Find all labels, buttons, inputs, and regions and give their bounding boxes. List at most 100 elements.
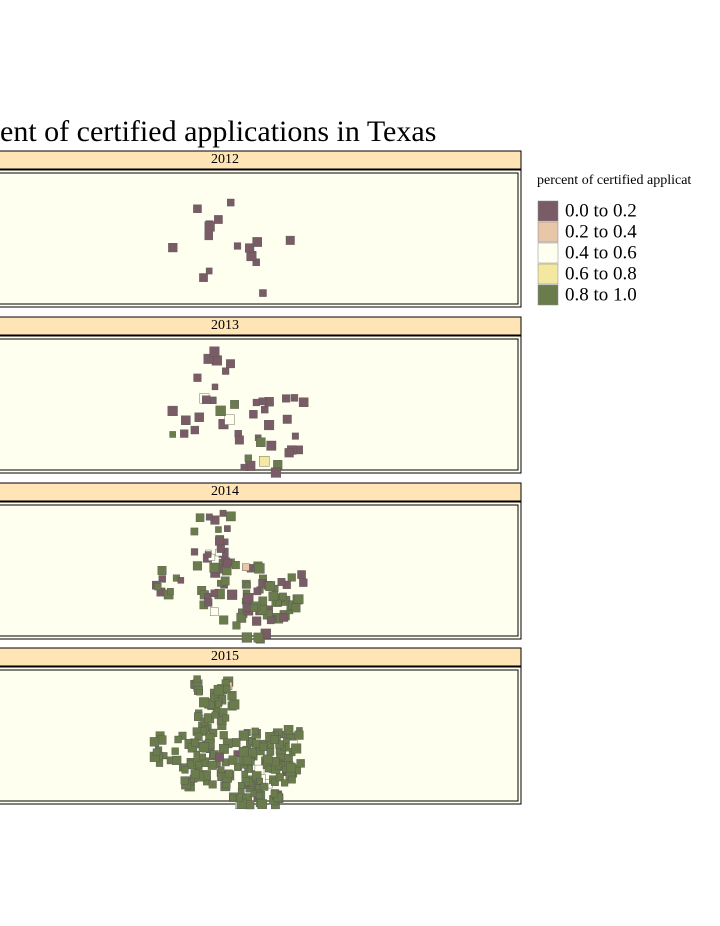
county: [259, 742, 268, 752]
county: [222, 367, 230, 375]
county: [190, 527, 199, 536]
legend-swatch: [537, 242, 559, 264]
county: [194, 412, 204, 422]
county: [257, 799, 267, 809]
county: [241, 777, 250, 786]
county: [229, 794, 237, 802]
county: [211, 383, 219, 391]
county: [204, 231, 213, 241]
county: [254, 563, 265, 574]
county: [249, 410, 258, 419]
county: [214, 752, 224, 762]
county: [252, 398, 261, 407]
county: [199, 753, 207, 761]
county: [282, 414, 292, 424]
county: [291, 603, 301, 613]
title: ent of certified applications in Texas: [0, 115, 436, 148]
county: [195, 761, 203, 769]
county: [215, 405, 226, 416]
county: [238, 747, 249, 757]
county: [180, 429, 189, 438]
county: [226, 198, 235, 207]
county: [190, 425, 199, 435]
legend-swatch: [537, 263, 559, 285]
county: [233, 763, 241, 771]
county: [196, 689, 203, 696]
county: [221, 565, 232, 576]
county: [251, 727, 259, 736]
panel-label: 2013: [211, 318, 239, 333]
county: [285, 235, 295, 245]
county: [198, 742, 209, 753]
county: [219, 731, 228, 740]
county: [199, 273, 208, 282]
county: [232, 621, 241, 630]
legend-label: 0.6 to 0.8: [565, 263, 637, 284]
county: [265, 581, 276, 592]
county: [223, 685, 231, 693]
county: [299, 578, 308, 587]
county: [263, 754, 273, 765]
county: [181, 766, 189, 774]
county: [283, 725, 294, 735]
county: [167, 405, 178, 417]
county: [209, 396, 217, 404]
county: [297, 570, 306, 579]
county: [293, 594, 304, 605]
county: [259, 456, 270, 467]
county: [270, 467, 282, 478]
panel-inner: [0, 172, 519, 305]
county: [227, 589, 238, 600]
county: [177, 577, 185, 584]
county: [244, 243, 255, 253]
county: [245, 800, 255, 810]
county: [149, 737, 160, 747]
county: [209, 346, 220, 357]
county: [195, 513, 205, 522]
county: [244, 454, 252, 462]
county: [215, 700, 222, 708]
county: [238, 782, 245, 789]
panel-label: 2014: [211, 484, 239, 499]
county: [236, 795, 243, 802]
county: [220, 576, 230, 586]
county: [209, 562, 220, 573]
county: [256, 437, 266, 448]
county: [252, 237, 263, 247]
county: [166, 588, 174, 595]
county: [279, 613, 289, 622]
county: [226, 359, 235, 369]
county: [210, 589, 218, 598]
county: [261, 405, 269, 414]
county: [260, 782, 269, 791]
county: [238, 730, 250, 741]
county: [193, 373, 202, 382]
county: [291, 432, 299, 440]
county: [219, 615, 229, 625]
county: [296, 759, 305, 768]
county: [230, 400, 239, 409]
county: [270, 790, 278, 798]
county: [203, 353, 214, 364]
county: [157, 566, 167, 575]
county: [204, 598, 213, 607]
county: [199, 697, 210, 708]
county: [172, 755, 182, 766]
county: [181, 415, 191, 426]
county: [171, 747, 179, 755]
county: [231, 738, 241, 747]
county: [294, 730, 304, 740]
county: [253, 632, 264, 643]
county: [279, 592, 287, 601]
county: [237, 788, 245, 795]
panel-strip: [0, 647, 522, 667]
county: [168, 242, 178, 253]
legend-label: 0.8 to 1.0: [565, 284, 637, 305]
county: [208, 780, 217, 789]
county: [234, 435, 244, 445]
county: [229, 699, 240, 710]
legend-label: 0.4 to 0.6: [565, 242, 637, 263]
county: [259, 289, 267, 297]
panel-label: 2015: [211, 649, 239, 664]
